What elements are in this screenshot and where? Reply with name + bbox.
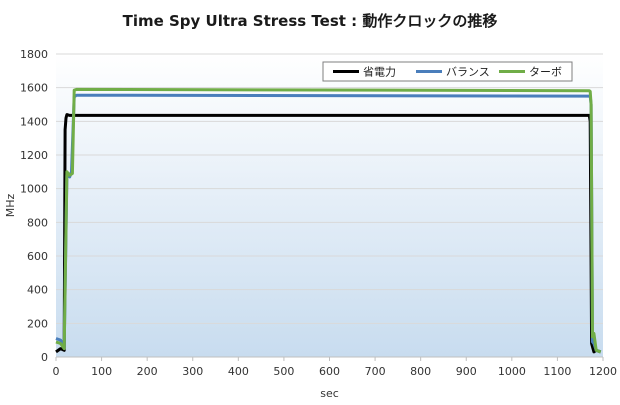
legend-box [322, 61, 573, 82]
x-tick-label: 200 [137, 365, 158, 378]
y-tick-label: 200 [27, 317, 48, 330]
legend: 省電力 バランス ターボ [322, 61, 573, 82]
legend-label: ターボ [529, 66, 562, 79]
x-tick-label: 400 [228, 365, 249, 378]
x-tick-label: 1200 [589, 365, 617, 378]
y-axis-label: MHz [4, 194, 17, 218]
y-tick-label: 0 [41, 351, 48, 364]
x-tick-label: 100 [91, 365, 112, 378]
x-tick-label: 800 [410, 365, 431, 378]
x-tick-label: 1000 [498, 365, 526, 378]
y-tick-label: 1000 [20, 183, 48, 196]
tick-layer: 0 200 400 600 800 1000 1200 1400 1600 1800 0 100 200… [20, 48, 617, 378]
chart-title: Time Spy Ultra Stress Test : 動作クロックの推移 [122, 12, 498, 30]
y-tick-label: 600 [27, 250, 48, 263]
x-tick-label: 0 [53, 365, 60, 378]
series-line-2 [55, 87, 602, 354]
x-tick-label: 300 [182, 365, 203, 378]
y-tick-label: 400 [27, 284, 48, 297]
series-line-0 [55, 113, 602, 354]
x-tick-label: 500 [273, 365, 294, 378]
y-tick-label: 1200 [20, 149, 48, 162]
y-tick-label: 1600 [20, 82, 48, 95]
x-tick-label: 700 [365, 365, 386, 378]
legend-label: バランス [446, 66, 490, 79]
x-axis-label: sec [320, 387, 339, 400]
legend-label: 省電力 [363, 66, 396, 79]
x-tick-label: 1100 [543, 365, 571, 378]
plot-area [56, 54, 603, 357]
series-layer [55, 87, 602, 354]
y-tick-label: 800 [27, 216, 48, 229]
y-tick-label: 1800 [20, 48, 48, 61]
x-tick-label: 900 [456, 365, 477, 378]
y-tick-label: 1400 [20, 115, 48, 128]
x-tick-label: 600 [319, 365, 340, 378]
